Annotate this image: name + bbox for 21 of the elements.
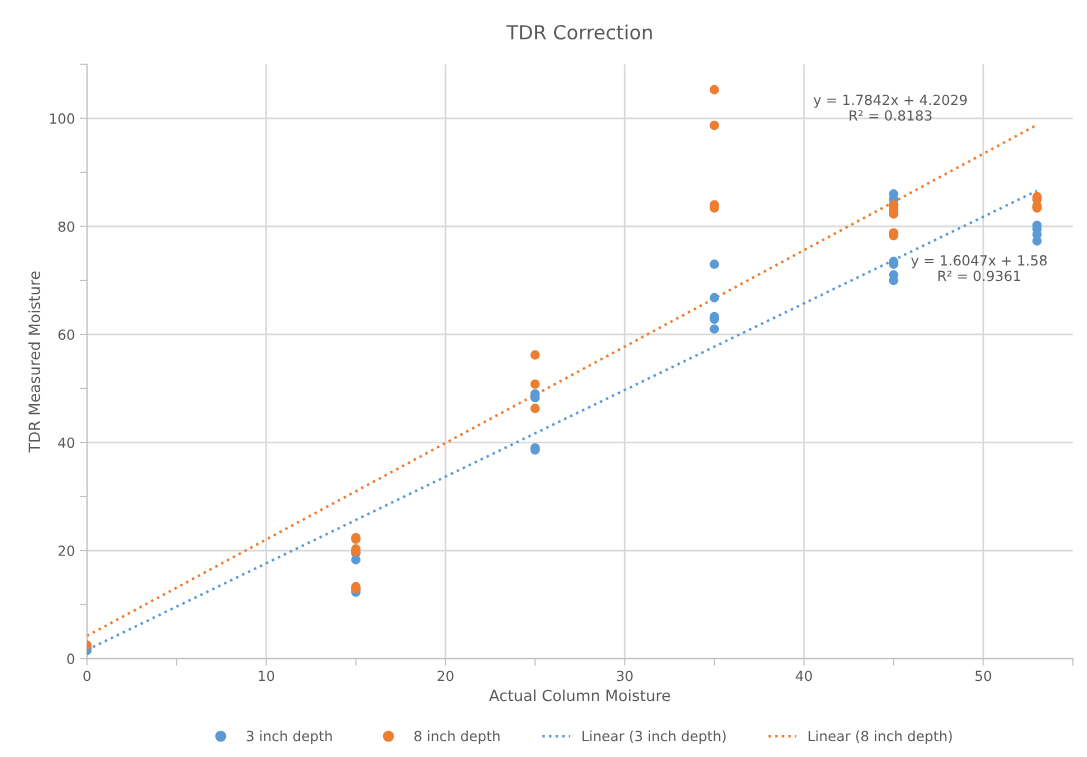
y-axis-title: TDR Measured Moisture — [28, 271, 41, 453]
y-tick-label: 40 — [58, 437, 75, 448]
x-axis-title: Actual Column Moisture — [489, 689, 671, 702]
x-tick-label: 50 — [975, 670, 992, 682]
x-tick-label: 30 — [616, 670, 633, 682]
x-tick-label: 20 — [437, 670, 454, 682]
annotation: y = 1.6047x + 1.58 R² = 0.9361 — [911, 255, 1047, 282]
y-tick-label: 0 — [67, 653, 75, 665]
y-tick-label: 80 — [58, 221, 75, 232]
x-tick-label: 10 — [258, 670, 275, 682]
x-tick-label: 40 — [795, 670, 812, 682]
legend-label: Linear (8 inch depth) — [808, 730, 952, 744]
y-tick-label: 60 — [58, 329, 75, 340]
legend-label: Linear (3 inch depth) — [582, 730, 726, 744]
legend-label: 8 inch depth — [414, 730, 500, 744]
chart-title: TDR Correction — [506, 24, 652, 40]
y-tick-label: 100 — [50, 113, 75, 124]
legend-label: 3 inch depth — [246, 730, 332, 744]
x-tick-label: 0 — [83, 670, 91, 682]
annotation: y = 1.7842x + 4.2029 R² = 0.8183 — [813, 94, 967, 121]
y-tick-label: 20 — [58, 545, 75, 557]
